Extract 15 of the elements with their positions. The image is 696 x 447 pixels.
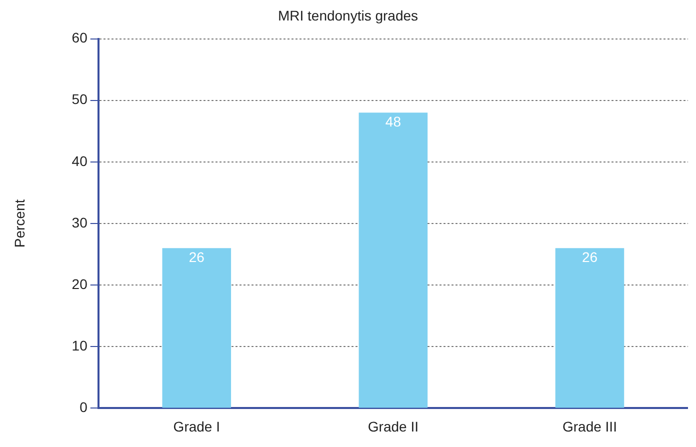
data-label: 26 — [582, 248, 598, 265]
data-label: 26 — [188, 248, 205, 265]
y-tick-label: 40 — [72, 152, 88, 169]
y-tick-label: 0 — [80, 399, 88, 416]
y-tick-label: 30 — [72, 214, 88, 230]
y-axis-title: Percent — [11, 199, 28, 248]
y-tick-label: 50 — [72, 91, 88, 108]
x-tick-label: Grade II — [368, 418, 418, 434]
chart-title: MRI tendonytis grades — [278, 7, 418, 24]
x-tick-label: Grade III — [562, 418, 617, 434]
y-tick-label: 60 — [72, 30, 88, 46]
x-tick-label: Grade I — [173, 418, 220, 434]
y-tick-label: 20 — [72, 276, 88, 292]
data-label: 48 — [385, 114, 402, 130]
y-tick-label: 10 — [72, 337, 88, 354]
